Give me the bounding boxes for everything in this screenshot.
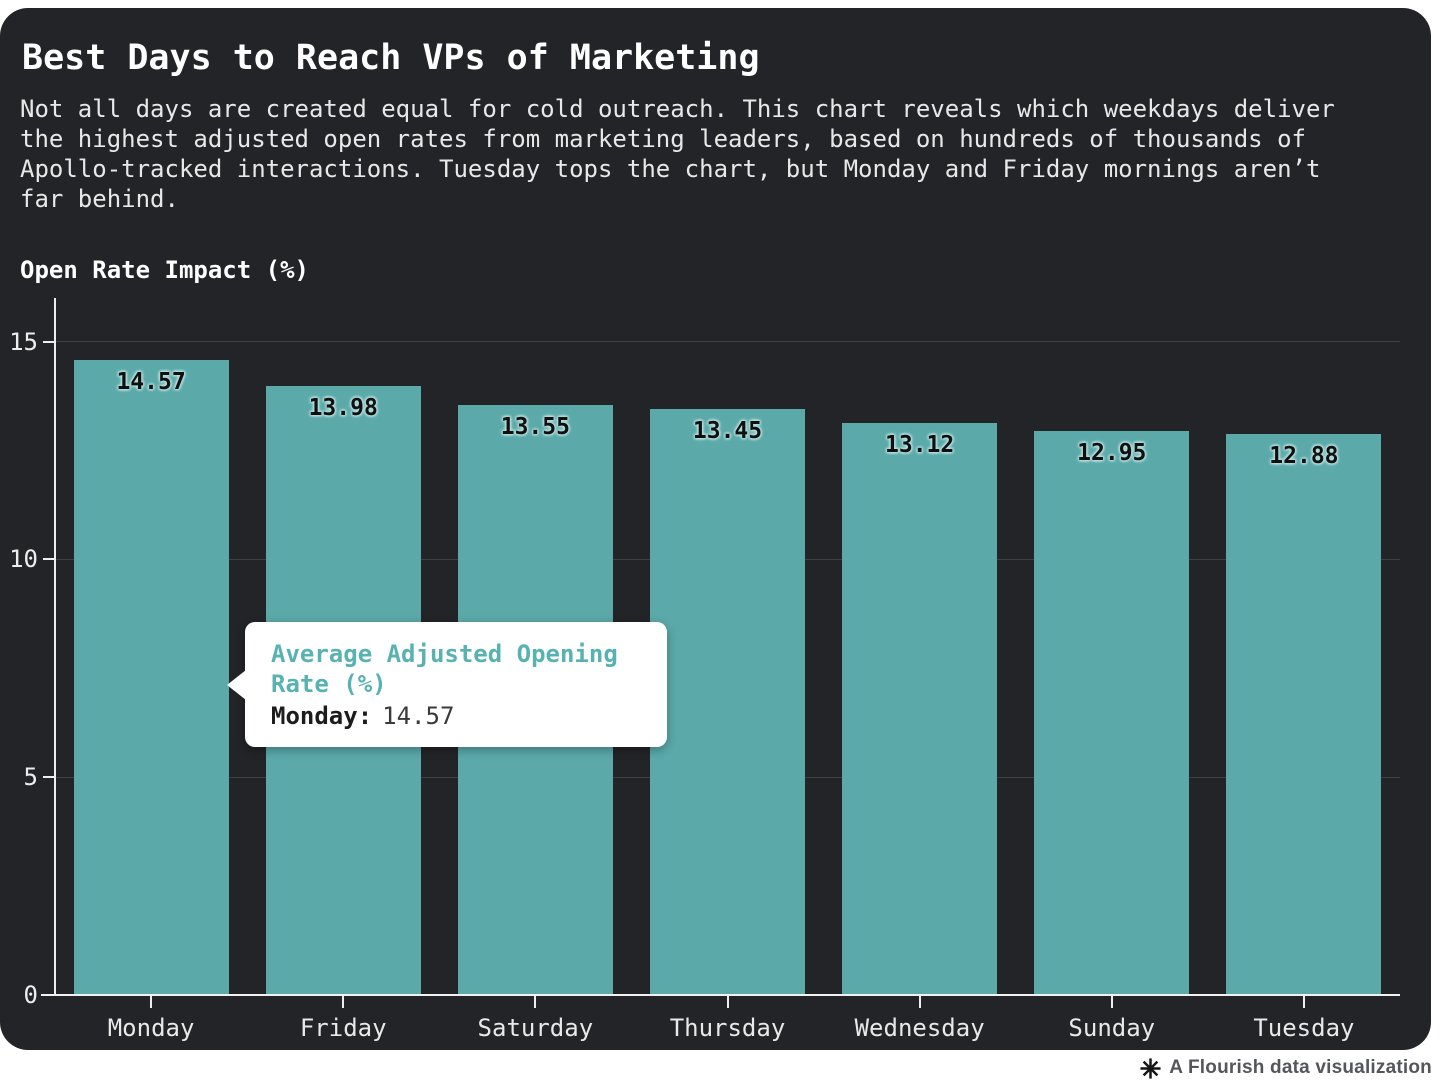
chart-card: Best Days to Reach VPs of Marketing Not … bbox=[0, 8, 1431, 1050]
x-tick-label-friday: Friday bbox=[299, 1014, 387, 1042]
tooltip-value: 14.57 bbox=[382, 702, 455, 730]
tooltip-category: Monday: bbox=[271, 702, 373, 730]
x-tick-label-thursday: Thursday bbox=[669, 1014, 786, 1042]
y-tick-15 bbox=[43, 340, 55, 343]
x-tick-saturday bbox=[534, 996, 537, 1008]
y-tick-label-5: 5 bbox=[23, 763, 38, 792]
bar-sunday[interactable] bbox=[1034, 430, 1190, 995]
tooltip-row: Monday: 14.57 bbox=[271, 701, 643, 731]
y-tick-5 bbox=[43, 776, 55, 779]
bar-value-monday: 14.57 bbox=[116, 369, 186, 396]
x-tick-tuesday bbox=[1302, 996, 1305, 1008]
bar-value-sunday: 12.95 bbox=[1077, 439, 1147, 466]
x-tick-label-saturday: Saturday bbox=[477, 1014, 594, 1042]
y-tick-label-15: 15 bbox=[9, 327, 38, 356]
bar-chart-plot: 0 5 10 15 14.57 Monday 13.98 Friday 13.55 Saturda… bbox=[0, 8, 1431, 1050]
tooltip: Average Adjusted Opening Rate (%) Monday… bbox=[227, 622, 667, 747]
attribution-text: A Flourish data visualization bbox=[1169, 1057, 1432, 1078]
bar-value-friday: 13.98 bbox=[308, 394, 378, 421]
x-tick-label-wednesday: Wednesday bbox=[854, 1014, 985, 1042]
bar-value-saturday: 13.55 bbox=[500, 413, 570, 440]
bar-value-thursday: 13.45 bbox=[692, 418, 763, 445]
x-tick-label-tuesday: Tuesday bbox=[1253, 1014, 1355, 1042]
x-tick-label-monday: Monday bbox=[107, 1014, 195, 1042]
y-axis-line bbox=[54, 298, 56, 995]
attribution: A Flourish data visualization bbox=[1139, 1055, 1432, 1081]
flourish-logo-icon bbox=[1140, 1057, 1161, 1079]
y-tick-label-0: 0 bbox=[23, 981, 38, 1009]
bar-wednesday[interactable] bbox=[842, 423, 998, 995]
gridline-y-15 bbox=[55, 341, 1400, 343]
x-tick-thursday bbox=[726, 996, 729, 1008]
tooltip-series-label: Average Adjusted Opening Rate (%) bbox=[271, 640, 618, 698]
y-tick-label-10: 10 bbox=[9, 545, 38, 574]
bar-tuesday[interactable] bbox=[1226, 433, 1382, 995]
bar-value-tuesday: 12.88 bbox=[1269, 442, 1339, 469]
chart-title: Best Days to Reach VPs of Marketing bbox=[22, 38, 760, 78]
y-tick-10 bbox=[43, 558, 55, 561]
x-tick-monday bbox=[150, 996, 153, 1008]
x-tick-label-sunday: Sunday bbox=[1068, 1014, 1156, 1042]
x-tick-wednesday bbox=[918, 996, 921, 1008]
x-tick-sunday bbox=[1110, 996, 1113, 1008]
y-axis-title: Open Rate Impact (%) bbox=[20, 256, 309, 284]
bar-monday[interactable] bbox=[73, 360, 229, 995]
tooltip-arrow-icon bbox=[227, 669, 246, 700]
chart-subtitle: Not all days are created equal for cold … bbox=[20, 95, 1335, 213]
bar-value-wednesday: 13.12 bbox=[885, 432, 955, 459]
x-axis-line bbox=[41, 994, 1400, 996]
bar-thursday[interactable] bbox=[650, 409, 805, 995]
x-tick-friday bbox=[342, 996, 345, 1008]
